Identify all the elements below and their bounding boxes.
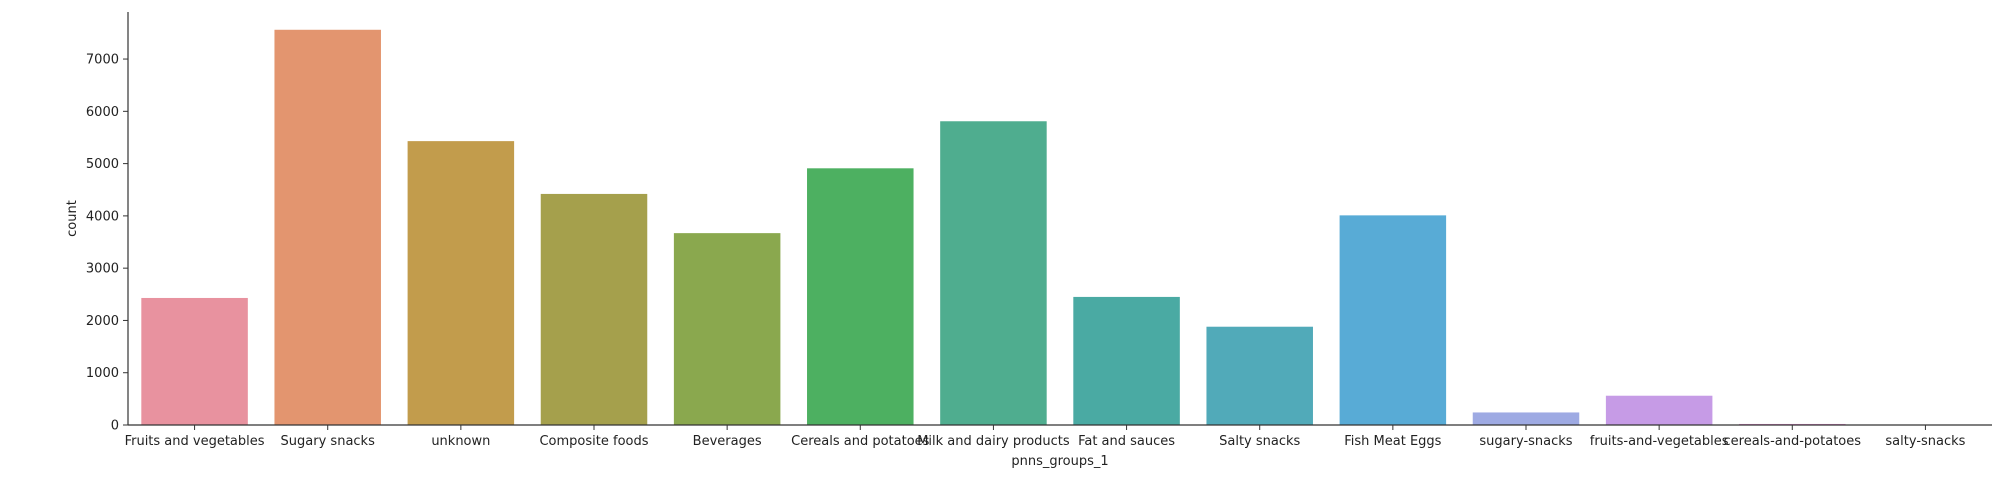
x-tick-label: Beverages — [693, 434, 762, 449]
bar-salty-snacks — [1206, 326, 1313, 425]
x-axis-ticks: Fruits and vegetables Sugary snacks unknow… — [125, 425, 1966, 449]
y-tick-label: 5000 — [86, 157, 119, 172]
x-tick-label: Cereals and potatoes — [791, 434, 930, 449]
x-tick-label: salty-snacks — [1885, 434, 1965, 449]
y-tick-label: 0 — [111, 419, 119, 434]
x-tick-label: unknown — [431, 434, 490, 449]
x-tick-label: Fruits and vegetables — [125, 434, 265, 449]
x-tick-label: Milk and dairy products — [917, 434, 1070, 449]
x-tick-label: fruits-and-vegetables — [1590, 434, 1729, 449]
x-tick-label: Fish Meat Eggs — [1344, 434, 1441, 449]
bar-milk-and-dairy-products — [940, 121, 1047, 425]
y-tick-label: 6000 — [86, 105, 119, 120]
bar-composite-foods — [540, 193, 648, 425]
bar-sugary-snacks — [274, 29, 381, 425]
bars-group — [141, 29, 1979, 425]
bar-fish-meat-eggs — [1339, 215, 1447, 425]
bar-fruits-and-vegetables — [1605, 395, 1713, 425]
x-tick-label: Fat and sauces — [1078, 434, 1175, 449]
bar-fruits-and-vegetables — [141, 297, 248, 425]
y-tick-label: 1000 — [86, 366, 119, 381]
bar-cereals-and-potatoes — [807, 168, 914, 425]
bar-beverages — [673, 233, 781, 425]
y-tick-label: 4000 — [86, 209, 119, 224]
bar-fat-and-sauces — [1073, 296, 1180, 425]
x-tick-label: Sugary snacks — [281, 434, 376, 449]
y-axis-ticks: 0 1000 2000 3000 4000 5000 6000 7000 — [86, 53, 128, 434]
bar-sugary-snacks — [1472, 412, 1580, 425]
bar-unknown — [407, 141, 515, 425]
y-tick-label: 2000 — [86, 314, 119, 329]
y-tick-label: 7000 — [86, 53, 119, 68]
x-tick-label: sugary-snacks — [1479, 434, 1572, 449]
x-tick-label: Composite foods — [539, 434, 648, 449]
x-tick-label: Salty snacks — [1219, 434, 1300, 449]
y-tick-label: 3000 — [86, 262, 119, 277]
x-tick-label: cereals-and-potatoes — [1724, 434, 1862, 449]
y-axis-label: count — [65, 200, 80, 237]
x-axis-label: pnns_groups_1 — [1011, 454, 1108, 469]
